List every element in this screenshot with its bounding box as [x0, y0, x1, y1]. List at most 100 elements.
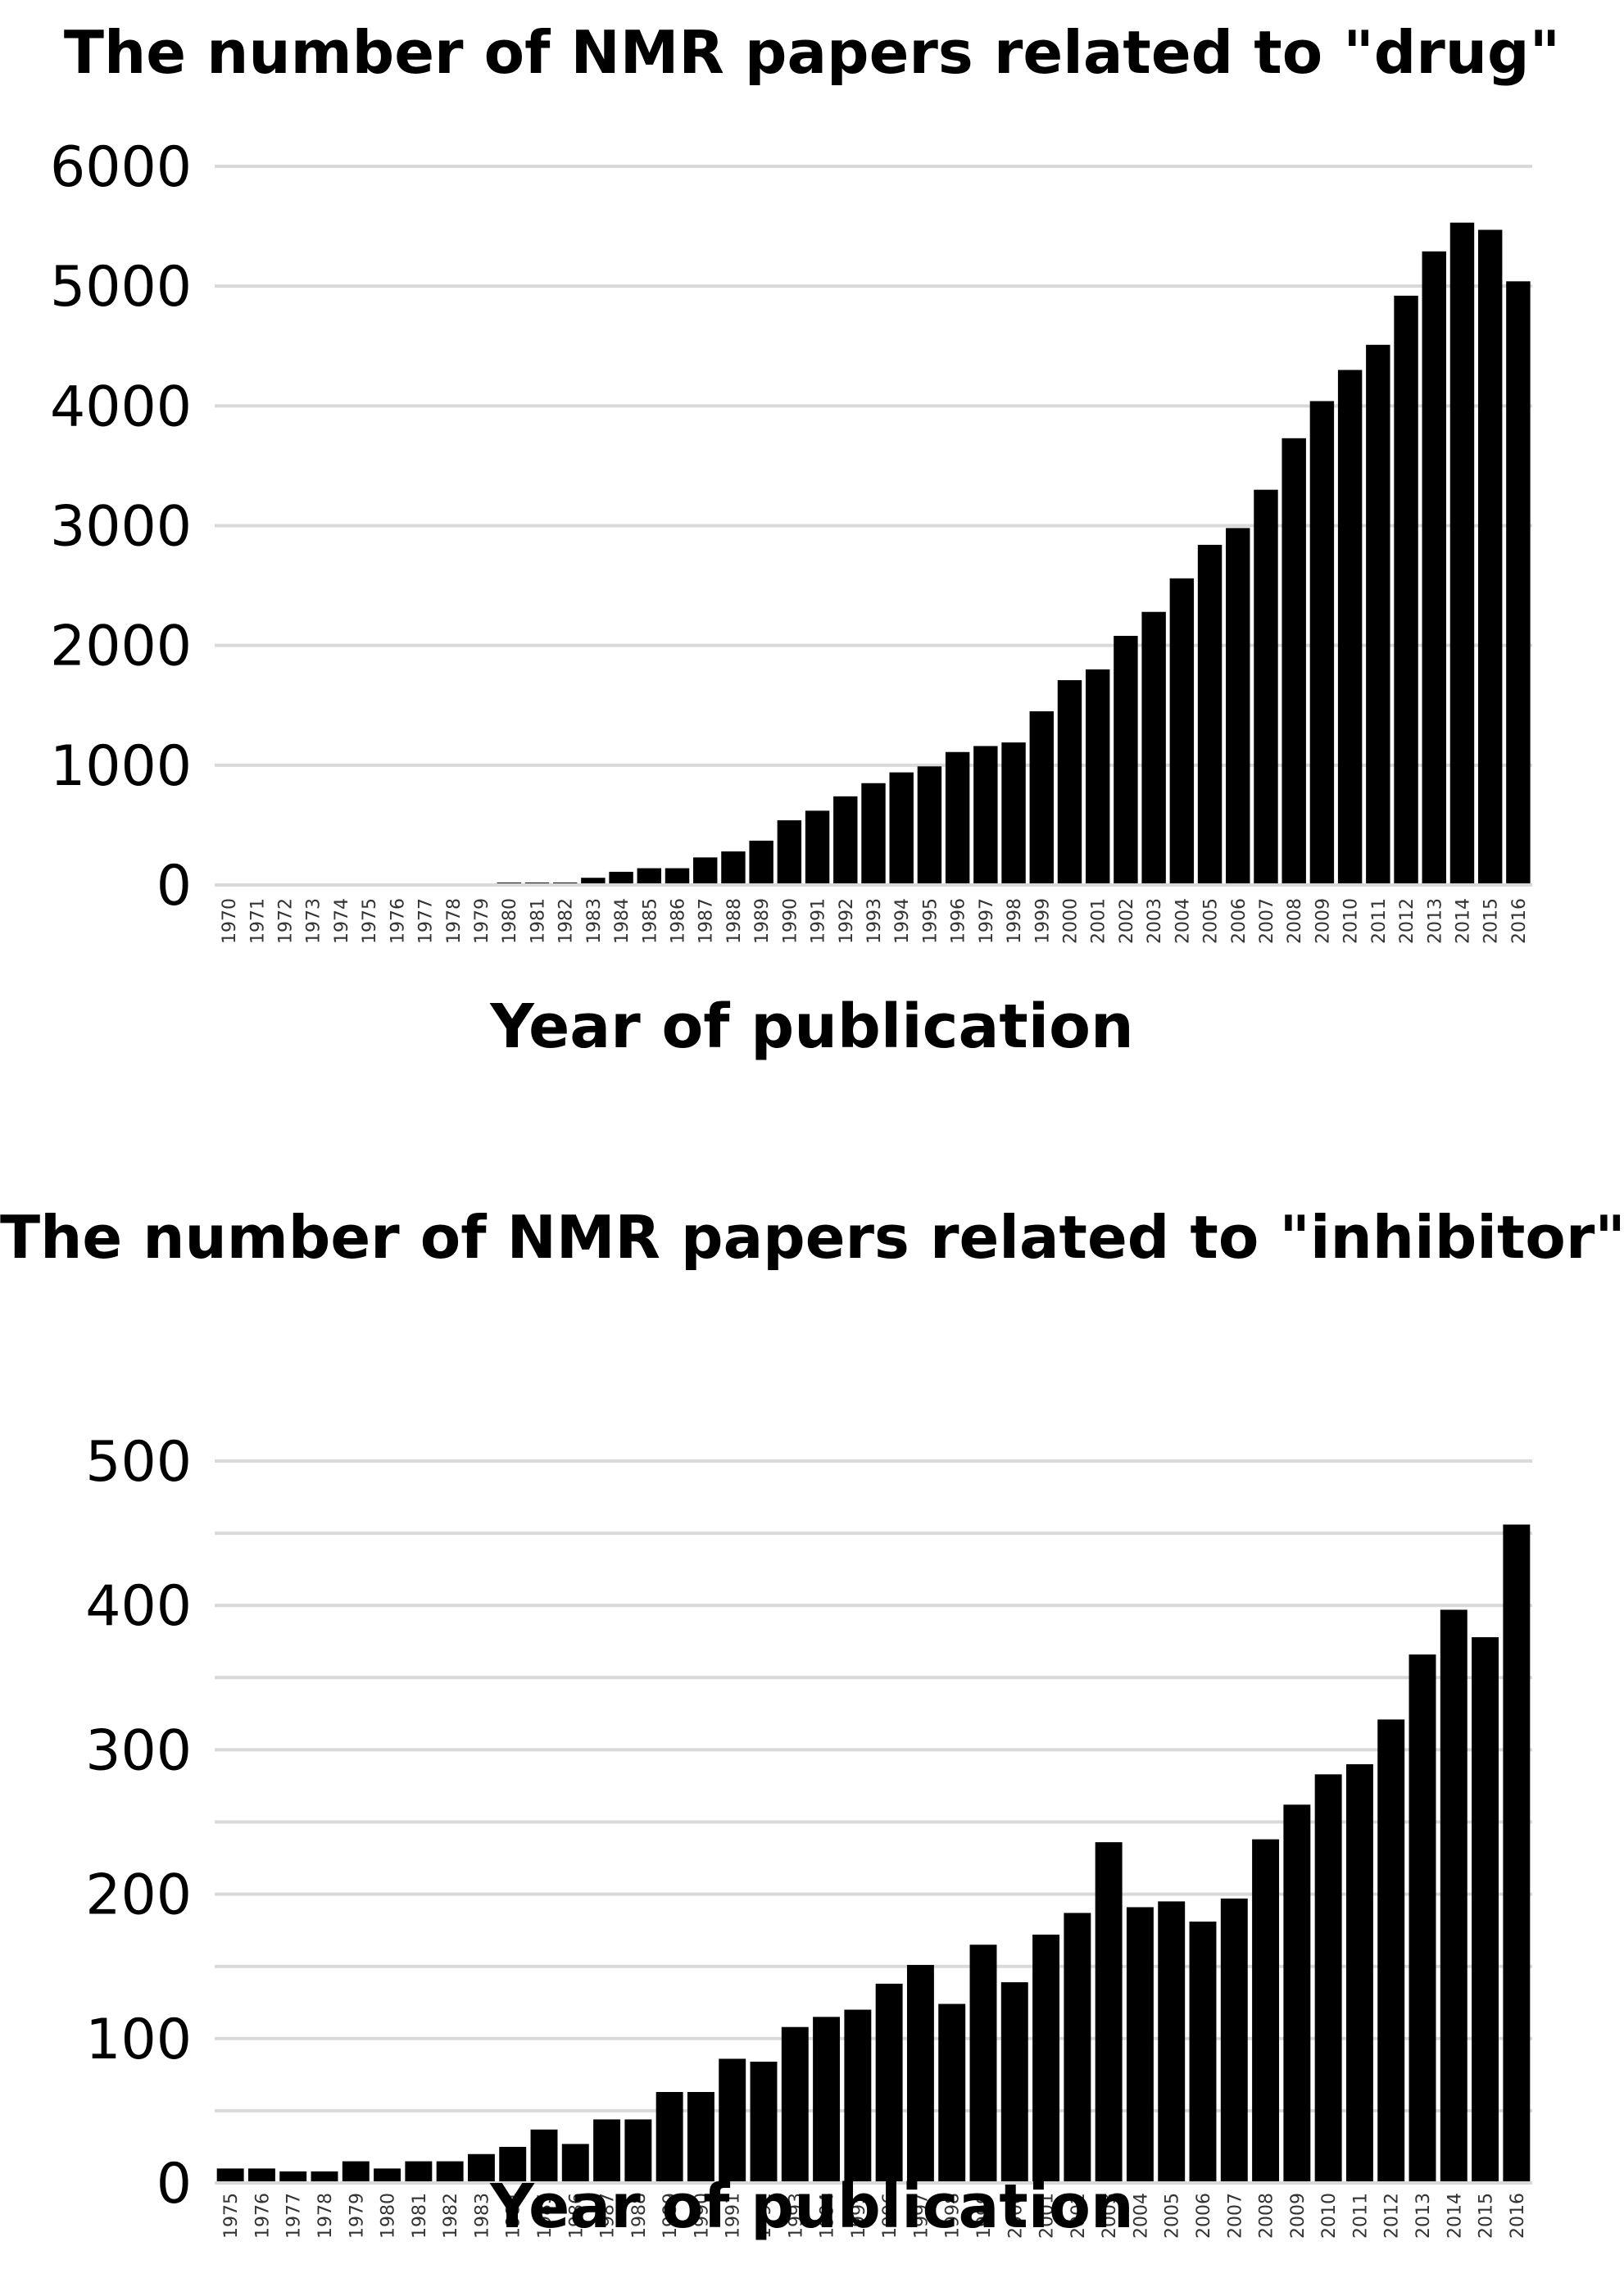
- bar: [1254, 489, 1278, 885]
- bar: [1001, 742, 1026, 885]
- bar: [973, 746, 998, 885]
- bar: [969, 1944, 997, 2183]
- x-tick-label: 1982: [441, 2193, 461, 2239]
- bar: [1141, 611, 1166, 885]
- x-tick-label: 2001: [1037, 2193, 1058, 2239]
- x-tick-label: 2008: [1285, 898, 1305, 944]
- bar: [1220, 1898, 1248, 2183]
- bar: [1506, 281, 1531, 885]
- bar: [1477, 229, 1503, 885]
- x-tick-label: 1999: [974, 2193, 995, 2239]
- x-tick-label: 2009: [1288, 2193, 1309, 2239]
- bar: [781, 2026, 809, 2183]
- bar: [1449, 222, 1475, 885]
- y-tick-label: 300: [85, 1718, 192, 1783]
- y-tick-label: 0: [157, 854, 192, 919]
- bar: [805, 810, 830, 885]
- bar: [405, 2161, 433, 2183]
- x-tick-label: 1989: [752, 898, 773, 944]
- x-tick-label: 2007: [1257, 898, 1277, 944]
- bar: [1158, 1901, 1186, 2183]
- y-tick-label: 400: [85, 1574, 192, 1639]
- y-tick-label: 1000: [50, 734, 192, 799]
- bar: [1309, 401, 1335, 885]
- bar: [1126, 1907, 1154, 2183]
- x-tick-label: 2015: [1481, 898, 1502, 944]
- bar: [247, 2168, 275, 2183]
- x-tick-label: 1975: [360, 898, 380, 944]
- bar: [945, 751, 970, 885]
- bar: [665, 868, 690, 885]
- x-tick-label: 1984: [612, 898, 633, 944]
- x-tick-label: 2014: [1445, 2193, 1465, 2239]
- x-axis-label: Year of publication: [490, 2171, 1134, 2242]
- x-tick-label: 2012: [1382, 2193, 1403, 2239]
- x-tick-label: 1983: [472, 2193, 492, 2239]
- bar: [749, 840, 773, 885]
- bar: [1032, 1934, 1060, 2183]
- chart-title: The number of NMR papers related to "dru…: [63, 18, 1561, 87]
- y-tick-label: 2000: [50, 615, 192, 679]
- bar: [593, 2119, 621, 2183]
- x-tick-label: 1995: [849, 2193, 869, 2239]
- x-tick-label: 1985: [640, 898, 660, 944]
- x-tick-label: 1986: [566, 2193, 587, 2239]
- x-tick-label: 1980: [379, 2193, 399, 2239]
- bar: [655, 2091, 683, 2183]
- bar: [216, 2168, 244, 2183]
- x-tick-label: 1993: [864, 898, 885, 944]
- x-tick-label: 1970: [220, 898, 240, 944]
- x-tick-label: 1976: [388, 898, 408, 944]
- bar: [844, 2009, 872, 2183]
- x-tick-label: 1998: [1005, 898, 1025, 944]
- x-tick-label: 2009: [1313, 898, 1333, 944]
- bar: [499, 2146, 527, 2183]
- x-tick-label: 1997: [977, 898, 997, 944]
- x-tick-label: 1976: [252, 2193, 273, 2239]
- x-tick-label: 1999: [1032, 898, 1053, 944]
- x-tick-label: 1974: [332, 898, 352, 944]
- x-tick-label: 1980: [500, 898, 520, 944]
- bar: [1422, 251, 1446, 885]
- bar: [467, 2153, 495, 2183]
- x-tick-label: 1997: [911, 2193, 932, 2239]
- bar: [1000, 1982, 1028, 2183]
- bar: [561, 2144, 589, 2183]
- x-tick-label: 1993: [786, 2193, 806, 2239]
- x-tick-label: 1988: [724, 898, 745, 944]
- bar: [1095, 1842, 1123, 2183]
- x-tick-label: 2013: [1413, 2193, 1434, 2239]
- x-tick-label: 1990: [780, 898, 801, 944]
- x-tick-label: 1985: [535, 2193, 556, 2239]
- bar: [1189, 1922, 1217, 2183]
- bar: [938, 2003, 966, 2183]
- x-tick-label: 2000: [1060, 898, 1081, 944]
- x-tick-label: 1975: [221, 2193, 242, 2239]
- x-tick-label: 2003: [1145, 898, 1165, 944]
- x-tick-label: 1988: [629, 2193, 650, 2239]
- bar: [1114, 635, 1138, 885]
- x-tick-label: 1986: [669, 898, 689, 944]
- bar: [624, 2119, 652, 2183]
- bar: [1169, 578, 1195, 885]
- x-tick-label: 1972: [276, 898, 297, 944]
- bar: [1226, 528, 1250, 885]
- x-tick-label: 1977: [416, 898, 437, 944]
- x-tick-label: 2004: [1173, 898, 1193, 944]
- x-tick-label: 1990: [692, 2193, 712, 2239]
- x-tick-label: 1992: [837, 898, 857, 944]
- x-tick-label: 2005: [1201, 898, 1222, 944]
- y-tick-label: 6000: [50, 135, 192, 200]
- x-tick-label: 2004: [1131, 2193, 1151, 2239]
- bar: [342, 2161, 370, 2183]
- bar: [1377, 1719, 1405, 2183]
- inhibitor-chart: The number of NMR papers related to "inh…: [0, 1180, 1624, 2278]
- x-tick-label: 2010: [1319, 2193, 1340, 2239]
- x-tick-label: 1978: [315, 2193, 336, 2239]
- x-tick-label: 1979: [472, 898, 492, 944]
- x-tick-label: 2013: [1425, 898, 1445, 944]
- bar: [1503, 1524, 1531, 2183]
- bar: [1085, 669, 1110, 885]
- x-tick-label: 1987: [696, 898, 717, 944]
- x-tick-label: 1984: [504, 2193, 524, 2239]
